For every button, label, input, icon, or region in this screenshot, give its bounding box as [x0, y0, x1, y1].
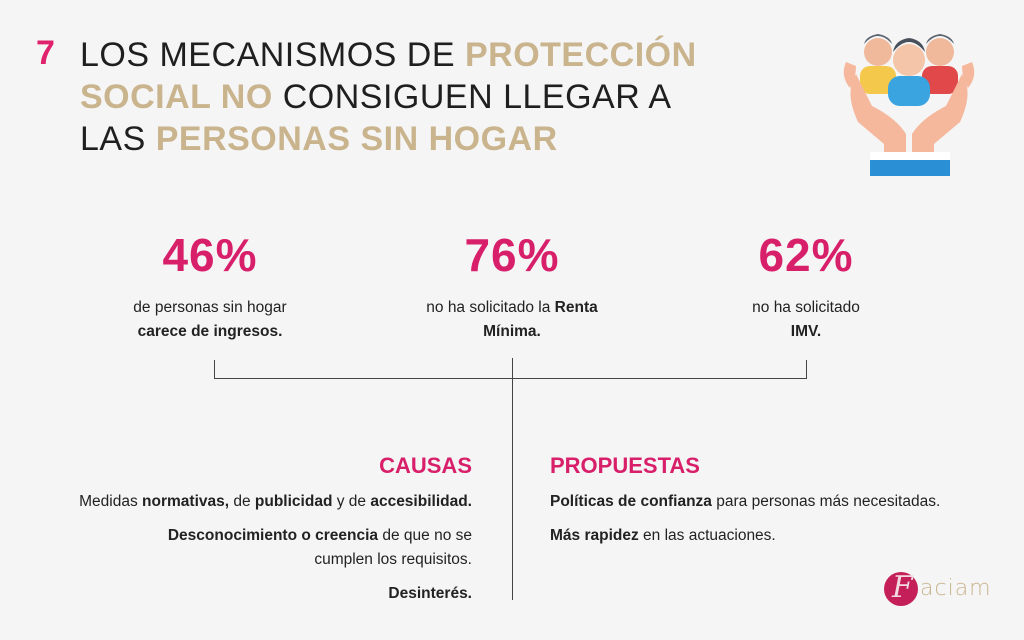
stat-value: 62% [758, 229, 854, 281]
stat-2: 76% no ha solicitado la Renta Mínima. [382, 228, 642, 344]
stat-description: de personas sin hogar carece de ingresos… [80, 296, 340, 344]
stat-value: 76% [464, 229, 560, 281]
causas-item: Desinterés. [2, 582, 472, 606]
center-divider [512, 358, 513, 600]
text-bold: Desinterés. [388, 585, 472, 602]
page-title: LOS MECANISMOS DE PROTECCIÓN SOCIAL NO C… [80, 34, 700, 160]
connector-horizontal [214, 378, 807, 379]
stat-description: no ha solicitado la Renta Mínima. [412, 296, 612, 344]
causas-list: Medidas normativas, de publicidad y de a… [2, 490, 472, 616]
causas-item: Desconocimiento o creencia de que no se … [2, 524, 472, 572]
stat-value: 46% [162, 229, 258, 281]
text-bold: publicidad [254, 493, 333, 510]
text: en las actuaciones. [638, 527, 776, 544]
section-number: 7 [36, 34, 55, 72]
stat-text: no ha solicitado [752, 299, 860, 316]
faciam-logo: F aciam [884, 570, 994, 608]
logo-mark-letter: F [892, 570, 913, 605]
text-bold: Desconocimiento o creencia [167, 527, 379, 544]
title-highlight-1: PROTECCIÓN SOCIAL NO [80, 36, 697, 116]
propuestas-title: PROPUESTAS [550, 453, 700, 478]
connector-left [214, 360, 215, 378]
stat-3: 62% no ha solicitado IMV. [676, 228, 936, 344]
title-part-1: LOS MECANISMOS DE [80, 36, 465, 74]
causas-item: Medidas normativas, de publicidad y de a… [2, 490, 472, 514]
text: y de [332, 493, 371, 510]
stat-text-bold: Renta Mínima. [483, 299, 598, 340]
stat-description: no ha solicitado IMV. [676, 296, 936, 344]
propuestas-item: Políticas de confianza para personas más… [550, 490, 1010, 514]
text: Medidas [79, 493, 143, 510]
connector-right [806, 360, 807, 378]
text-bold: normativas, [142, 493, 230, 510]
title-highlight-2: PERSONAS SIN HOGAR [155, 120, 558, 158]
stat-text-bold: carece de ingresos. [137, 323, 283, 340]
stat-text-bold: IMV. [790, 323, 822, 340]
stat-1: 46% de personas sin hogar carece de ingr… [80, 228, 340, 344]
causas-title: CAUSAS [379, 453, 472, 478]
text-bold: Políticas de confianza [550, 493, 712, 510]
text-bold: accesibilidad. [370, 493, 472, 510]
text: de [229, 493, 255, 510]
text: de que no se cumplen los requisitos. [314, 527, 472, 568]
text: para personas más necesitadas. [711, 493, 941, 510]
logo-text: aciam [920, 576, 992, 601]
text-bold: Más rapidez [550, 527, 639, 544]
stat-text: no ha solicitado la [426, 299, 555, 316]
people-in-hands-icon [836, 22, 986, 180]
propuestas-list: Políticas de confianza para personas más… [550, 490, 1010, 558]
stat-text: de personas sin hogar [133, 299, 287, 316]
propuestas-item: Más rapidez en las actuaciones. [550, 524, 1010, 548]
logo-mark: F [884, 570, 918, 606]
title-part-2: CONSIGUEN LLEGAR A LAS [80, 78, 670, 158]
